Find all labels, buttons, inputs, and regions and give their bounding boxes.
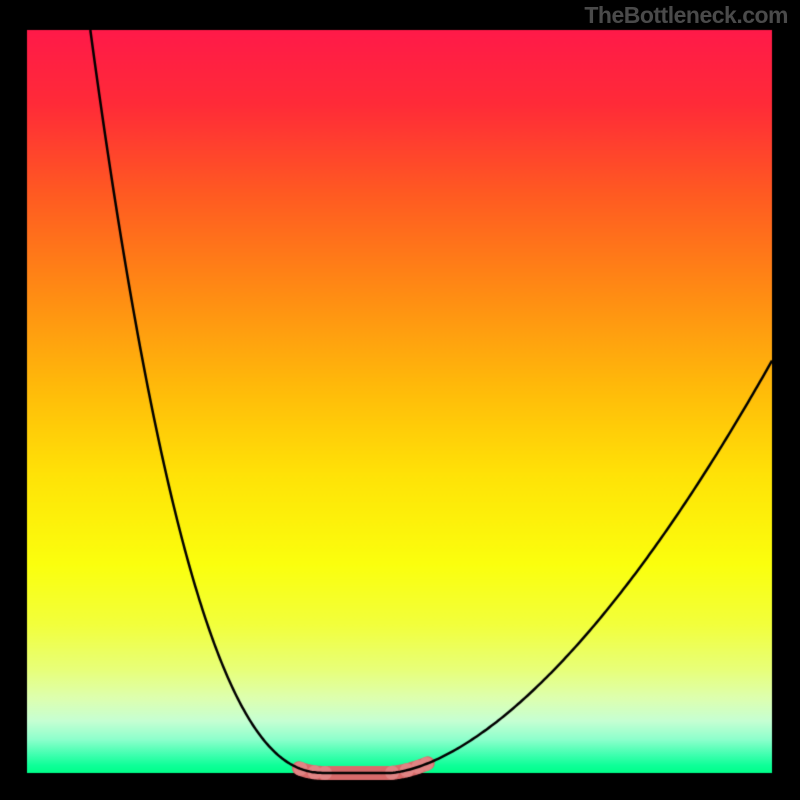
bottleneck-curve-chart [0,0,800,800]
chart-root: TheBottleneck.com [0,0,800,800]
watermark-text: TheBottleneck.com [584,2,788,29]
